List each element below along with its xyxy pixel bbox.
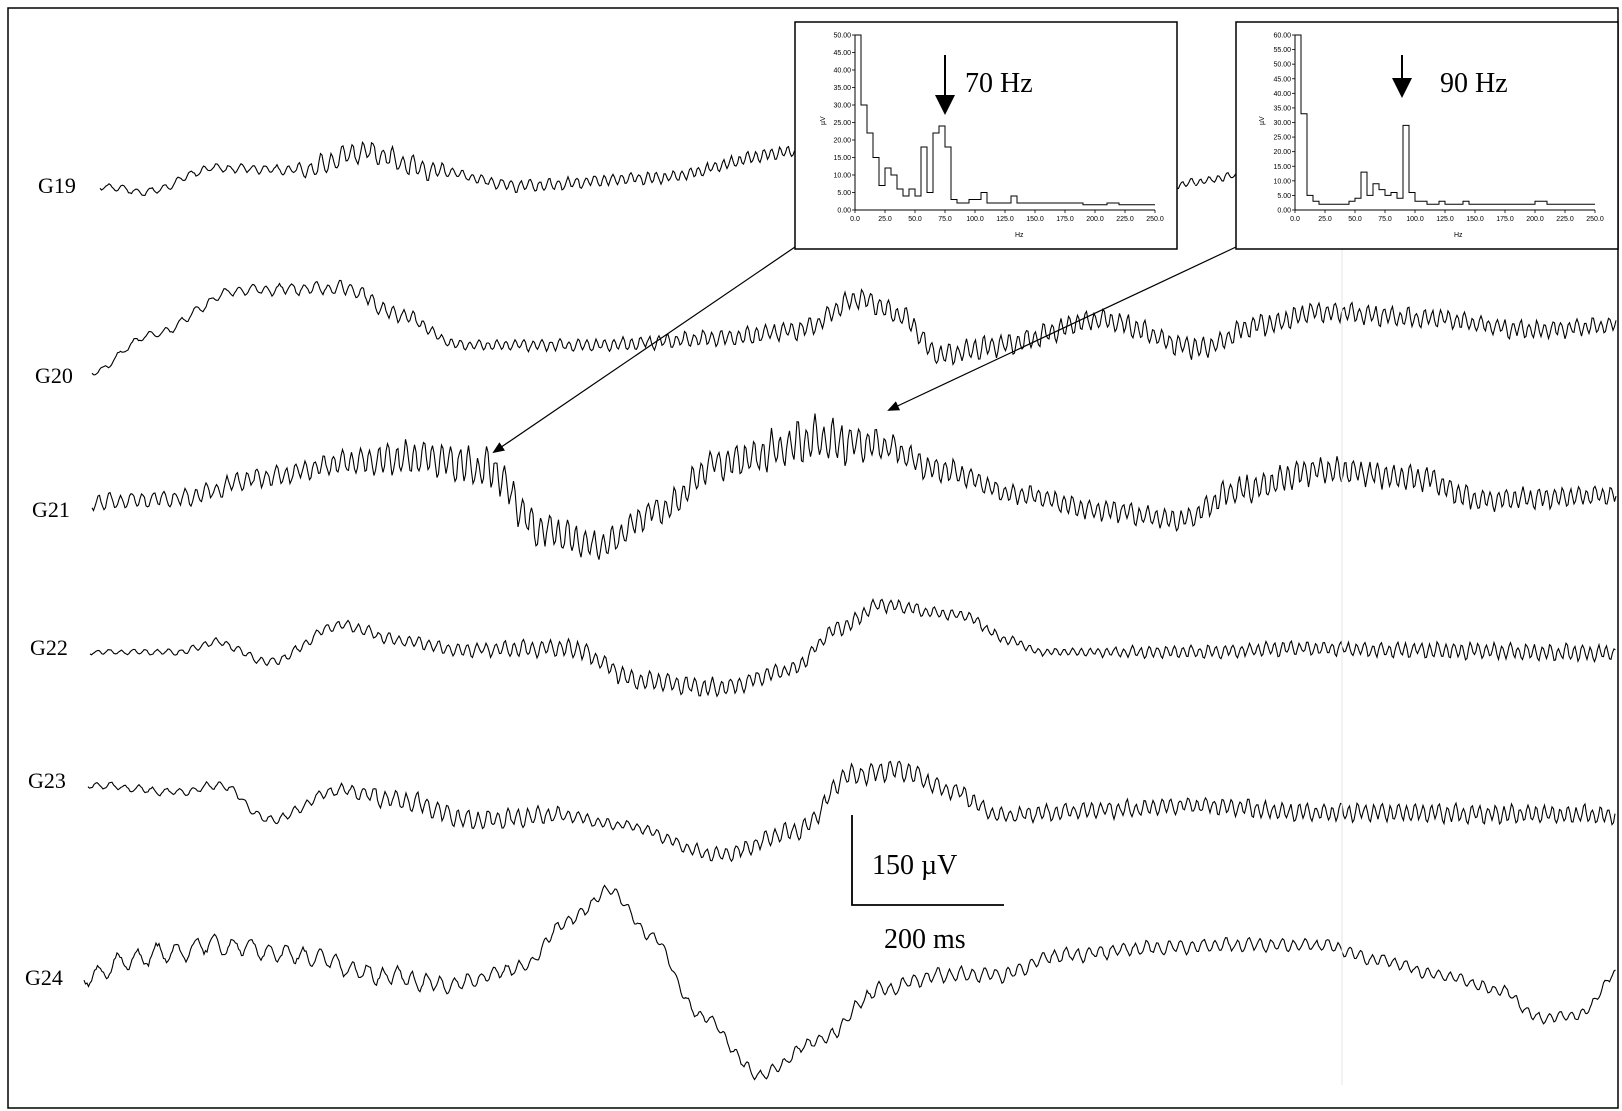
- inset-y-tick-label: 50.00: [1273, 62, 1291, 69]
- inset-x-tick-label: 75.0: [1378, 216, 1392, 223]
- inset-xlabel: Hz: [1454, 232, 1463, 239]
- inset-y-tick-label: 0.00: [837, 208, 851, 215]
- inset-x-tick-label: 75.0: [938, 216, 952, 223]
- inset-frame: [1235, 21, 1619, 250]
- inset-y-tick-label: 60.00: [1273, 33, 1291, 40]
- inset-xlabel: Hz: [1015, 232, 1024, 239]
- inset-x-tick-label: 100.0: [1406, 216, 1424, 223]
- inset-x-tick-label: 200.0: [1086, 216, 1104, 223]
- inset-x-tick-label: 25.0: [1318, 216, 1332, 223]
- channel-label-g24: G24: [25, 965, 63, 990]
- inset-y-tick-label: 25.00: [833, 120, 851, 127]
- spectrum-inset-70hz: 50.00 45.00 40.00 35.00 30.00 25.00 20.00 15.00…: [794, 21, 1178, 250]
- peak-annotation-70hz: 70 Hz: [965, 68, 1033, 99]
- channel-label-g20: G20: [35, 363, 73, 388]
- inset-y-tick-label: 40.00: [833, 68, 851, 75]
- inset-y-tick-label: 5.00: [837, 190, 851, 197]
- spectrum-inset-90hz: 60.0055.0050.0045.0040.0035.0030.0025.00…: [1235, 21, 1619, 250]
- scale-bar-time-label: 200 ms: [884, 924, 966, 955]
- channel-label-g23: G23: [28, 768, 66, 793]
- inset-spectrum-line: [854, 34, 1155, 210]
- inset-y-tick-label: 10.00: [833, 173, 851, 180]
- inset-x-tick-label: 250.0: [1146, 216, 1164, 223]
- inset-y-tick-label: 35.00: [833, 85, 851, 92]
- inset-y-tick-label: 30.00: [1273, 120, 1291, 127]
- inset-y-tick-label: 55.00: [1273, 47, 1291, 54]
- inset-y-tick-label: 5.00: [1277, 193, 1291, 200]
- inset-y-tick-label: 50.00: [833, 33, 851, 40]
- inset-plot: 50.00 45.00 40.00 35.00 30.00 25.00 20.00 15.00…: [833, 33, 1163, 224]
- inset-y-tick-label: 45.00: [1273, 76, 1291, 83]
- inset-y-tick-label: 15.00: [1273, 164, 1291, 171]
- inset-x-tick-label: 50.0: [1348, 216, 1362, 223]
- inset-y-tick-label: 15.00: [833, 155, 851, 162]
- inset-plot: 60.0055.0050.0045.0040.0035.0030.0025.00…: [1273, 33, 1603, 224]
- scale-bar-amplitude-label: 150 µV: [872, 850, 957, 881]
- trace-g19-right: [1195, 172, 1236, 186]
- channel-label-g22: G22: [30, 635, 68, 660]
- trace-g19-middle: [1176, 177, 1196, 190]
- inset-spectrum-line: [1294, 34, 1595, 210]
- inset-y-tick-label: 10.00: [1273, 178, 1291, 185]
- inset-x-tick-label: 125.0: [1436, 216, 1454, 223]
- inset-x-tick-label: 50.0: [908, 216, 922, 223]
- inset-frame: [794, 21, 1178, 250]
- trace-g20: [91, 279, 1617, 376]
- inset-x-tick-label: 25.0: [878, 216, 892, 223]
- inset-x-tick-label: 175.0: [1496, 216, 1514, 223]
- channel-label-g21: G21: [32, 497, 70, 522]
- peak-annotation-90hz: 90 Hz: [1440, 68, 1508, 99]
- inset-y-tick-label: 25.00: [1273, 135, 1291, 142]
- pointer-arrow-90hz: [887, 246, 1237, 411]
- inset-x-tick-label: 0.0: [850, 216, 860, 223]
- trace-g22: [89, 598, 1616, 698]
- peak-arrow-head: [1392, 78, 1412, 98]
- inset-x-tick-label: 175.0: [1056, 216, 1074, 223]
- inset-y-tick-label: 45.00: [833, 50, 851, 57]
- inset-y-tick-label: 40.00: [1273, 91, 1291, 98]
- eeg-traces: [83, 140, 1617, 1081]
- inset-x-tick-label: 250.0: [1586, 216, 1604, 223]
- inset-y-tick-label: 0.00: [1277, 208, 1291, 215]
- inset-y-tick-label: 20.00: [1273, 149, 1291, 156]
- inset-y-tick-label: 30.00: [833, 103, 851, 110]
- inset-x-tick-label: 225.0: [1116, 216, 1134, 223]
- inset-y-tick-label: 20.00: [833, 138, 851, 145]
- inset-x-tick-label: 150.0: [1466, 216, 1484, 223]
- inset-x-tick-label: 125.0: [996, 216, 1014, 223]
- pointer-arrow-70hz: [492, 246, 796, 454]
- trace-g24: [83, 884, 1616, 1081]
- peak-arrow-head: [935, 95, 955, 115]
- inset-x-tick-label: 150.0: [1026, 216, 1044, 223]
- inset-x-tick-label: 225.0: [1556, 216, 1574, 223]
- figure-frame: [7, 7, 1619, 1109]
- trace-g23: [87, 760, 1616, 863]
- scale-bar: 150 µV 200 ms: [851, 815, 1004, 955]
- scale-bar-lines: [851, 815, 1004, 906]
- inset-y-tick-label: 35.00: [1273, 105, 1291, 112]
- trace-g19-left: [99, 140, 796, 196]
- inset-ylabel: µV: [820, 116, 827, 125]
- trace-g21: [91, 413, 1617, 560]
- inset-ylabel: µV: [1259, 116, 1266, 125]
- channel-label-g19: G19: [38, 173, 76, 198]
- inset-x-tick-label: 100.0: [966, 216, 984, 223]
- inset-x-tick-label: 0.0: [1290, 216, 1300, 223]
- inset-x-tick-label: 200.0: [1526, 216, 1544, 223]
